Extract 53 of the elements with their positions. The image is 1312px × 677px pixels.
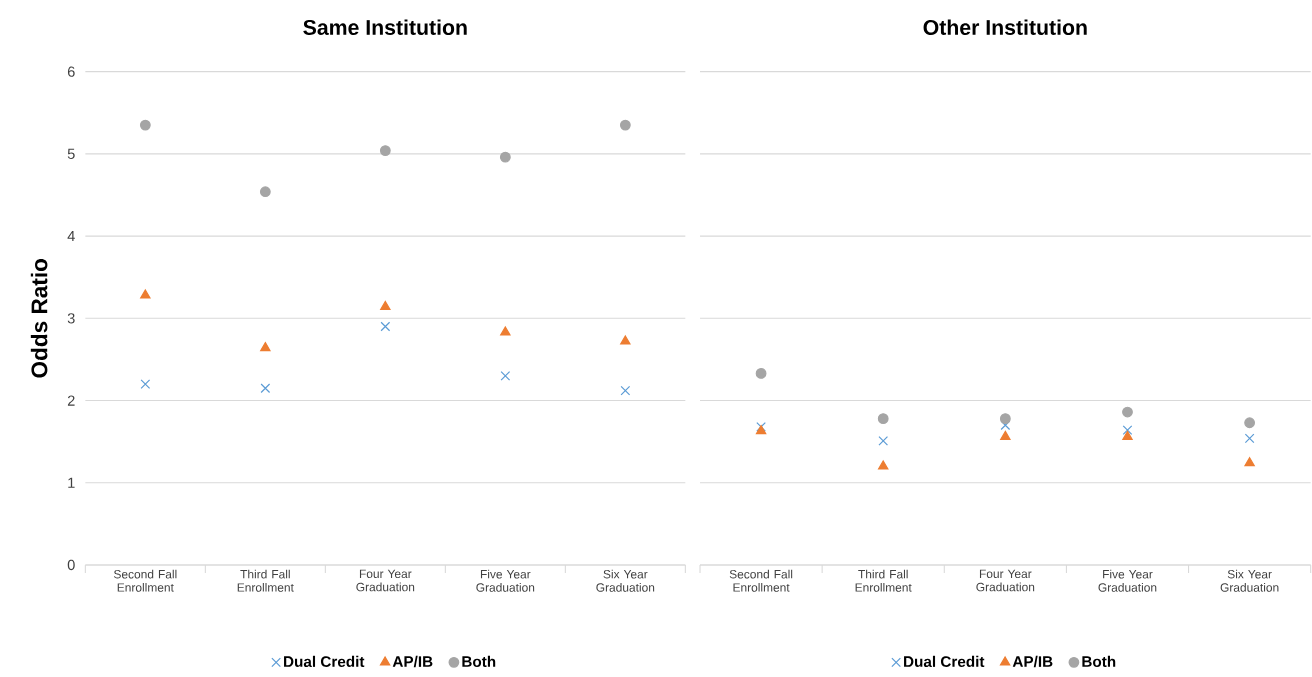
y-tick-label: 6 bbox=[67, 66, 75, 77]
point bbox=[140, 289, 151, 299]
x-tick-label: Four Year Graduation bbox=[976, 569, 1035, 592]
point bbox=[260, 341, 271, 352]
x-tick-label: Four Year Graduation bbox=[356, 569, 415, 592]
y-tick-label: 4 bbox=[67, 231, 75, 242]
x-tick-label: Second Fall Enrollment bbox=[113, 569, 177, 592]
chart-title: Same Institution bbox=[303, 19, 467, 35]
point bbox=[620, 335, 631, 345]
point bbox=[379, 145, 391, 156]
x-tick-label: Six Year Graduation bbox=[1220, 569, 1279, 592]
x-tick-label: Third Fall Enrollment bbox=[855, 569, 912, 592]
point bbox=[380, 300, 391, 311]
point bbox=[1244, 417, 1256, 429]
x-tick-label: Second Fall Enrollment bbox=[729, 569, 793, 592]
y-axis-title: Odds Ratio bbox=[30, 258, 48, 378]
point bbox=[1122, 425, 1133, 435]
legend-label: Dual Credit bbox=[284, 655, 365, 667]
y-tick-label: 0 bbox=[67, 559, 75, 571]
legend-label: Both bbox=[462, 655, 496, 667]
point bbox=[139, 119, 151, 131]
point bbox=[620, 385, 631, 396]
point bbox=[259, 186, 271, 198]
y-tick-label: 3 bbox=[67, 313, 75, 324]
point bbox=[877, 413, 889, 425]
point bbox=[755, 368, 767, 379]
legend-label: Both bbox=[1082, 655, 1116, 667]
point bbox=[1244, 457, 1255, 467]
point bbox=[999, 413, 1011, 425]
point bbox=[878, 460, 889, 470]
point bbox=[140, 379, 151, 389]
x-tick-label: Six Year Graduation bbox=[596, 569, 655, 592]
point bbox=[500, 371, 511, 381]
point bbox=[500, 326, 511, 336]
chart-title: Other Institution bbox=[923, 19, 1087, 35]
point bbox=[499, 151, 511, 163]
point bbox=[1244, 433, 1255, 444]
x-tick-label: Five Year Graduation bbox=[1098, 569, 1157, 592]
y-tick-label: 1 bbox=[68, 477, 75, 488]
y-tick-label: 5 bbox=[67, 148, 75, 159]
x-tick-label: Third Fall Enrollment bbox=[237, 569, 294, 592]
point bbox=[619, 119, 631, 131]
point bbox=[1000, 430, 1011, 440]
point bbox=[1122, 430, 1133, 440]
legend-label: AP/IB bbox=[1012, 655, 1053, 668]
y-tick-label: 2 bbox=[67, 395, 75, 406]
point bbox=[260, 383, 271, 394]
legend-label: AP/IB bbox=[392, 655, 433, 668]
x-tick-label: Five Year Graduation bbox=[476, 569, 535, 592]
point bbox=[380, 321, 391, 332]
point bbox=[1122, 406, 1133, 418]
point bbox=[878, 435, 889, 446]
legend-label: Dual Credit bbox=[904, 655, 985, 667]
